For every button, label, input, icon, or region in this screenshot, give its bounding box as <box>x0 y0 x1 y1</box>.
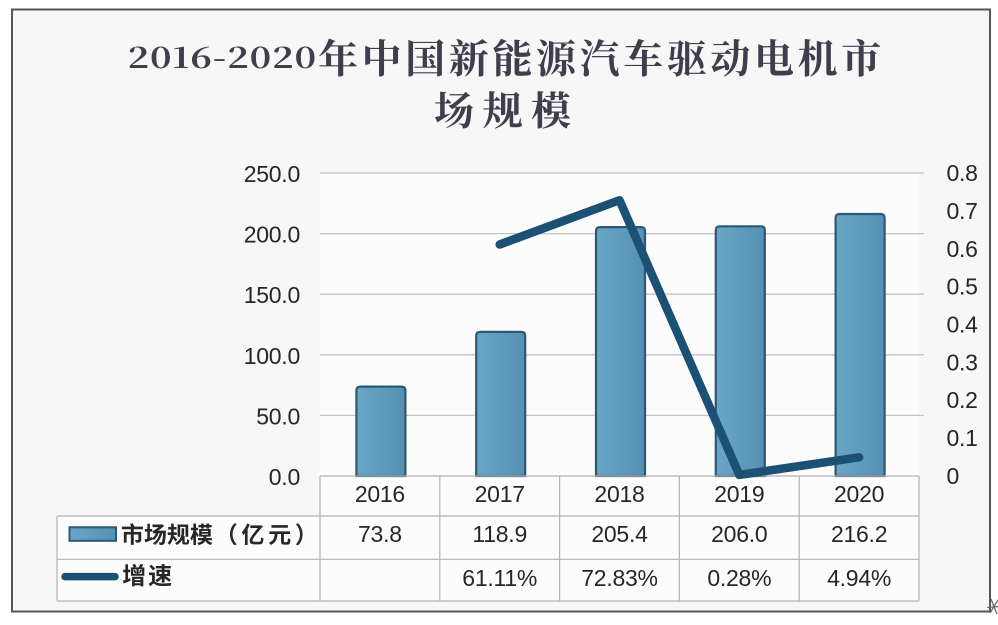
svg-text:0.1: 0.1 <box>947 425 978 451</box>
svg-text:205.4: 205.4 <box>591 521 648 547</box>
svg-text:0.4: 0.4 <box>947 312 979 338</box>
svg-text:2020: 2020 <box>834 481 884 507</box>
svg-text:0.5: 0.5 <box>947 274 978 300</box>
svg-text:4.94%: 4.94% <box>827 565 891 591</box>
svg-text:150.0: 150.0 <box>244 282 300 308</box>
svg-text:206.0: 206.0 <box>711 521 767 547</box>
svg-text:100.0: 100.0 <box>244 343 300 369</box>
svg-text:0.0: 0.0 <box>269 464 300 490</box>
svg-text:0.7: 0.7 <box>947 198 978 224</box>
svg-text:50.0: 50.0 <box>256 403 300 429</box>
svg-text:0.2: 0.2 <box>947 387 978 413</box>
svg-text:0.8: 0.8 <box>947 160 978 186</box>
svg-text:250.0: 250.0 <box>244 161 300 187</box>
svg-text:72.83%: 72.83% <box>581 565 658 591</box>
svg-text:0.28%: 0.28% <box>707 565 771 591</box>
svg-text:2017: 2017 <box>475 481 525 507</box>
svg-text:2016: 2016 <box>355 481 405 507</box>
svg-text:118.9: 118.9 <box>472 521 527 547</box>
svg-text:0.6: 0.6 <box>947 236 978 262</box>
svg-text:73.8: 73.8 <box>358 521 402 547</box>
svg-text:216.2: 216.2 <box>831 521 887 547</box>
svg-text:0: 0 <box>947 463 960 489</box>
svg-text:200.0: 200.0 <box>244 222 300 248</box>
svg-text:2018: 2018 <box>594 481 644 507</box>
svg-text:0.3: 0.3 <box>947 349 978 375</box>
svg-text:61.11%: 61.11% <box>462 565 537 591</box>
svg-text:2019: 2019 <box>714 481 764 507</box>
